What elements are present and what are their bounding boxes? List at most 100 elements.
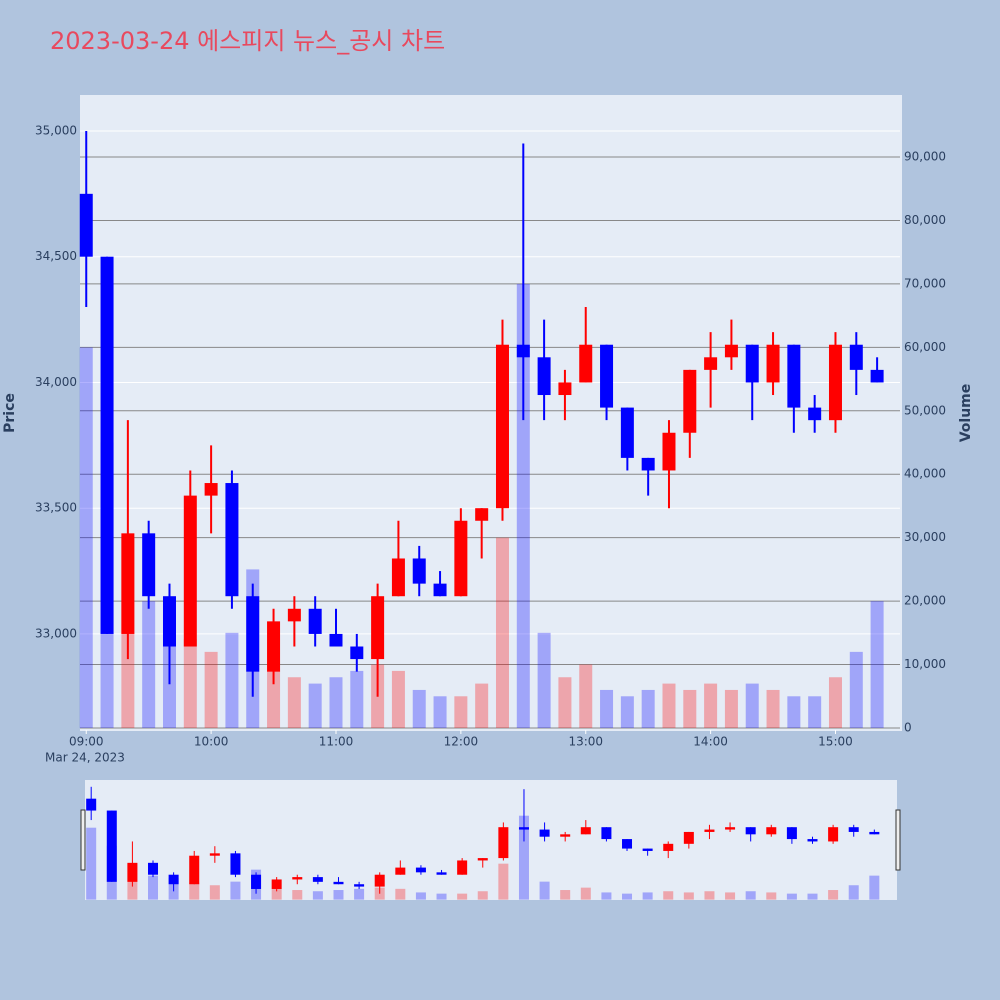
volume-bar — [225, 632, 239, 729]
candle-body — [121, 533, 135, 634]
candle-body — [828, 344, 842, 421]
volume-bar — [683, 892, 694, 900]
y-tick-label: 34,500 — [35, 249, 77, 263]
volume-bar — [848, 885, 859, 900]
y-axis-title: Price — [2, 393, 18, 433]
candle-body — [329, 633, 343, 647]
volume-bar — [86, 827, 97, 900]
candle-body — [766, 344, 780, 383]
volume-bar — [600, 689, 614, 729]
volume-bar — [209, 885, 220, 900]
candle-body — [642, 848, 653, 851]
candle-body — [807, 839, 818, 842]
candle-body — [292, 877, 303, 880]
volume-bar — [724, 689, 738, 729]
volume-bar — [558, 677, 572, 729]
y2-tick-label: 50,000 — [904, 403, 946, 417]
x-tick-label: 12:00 — [444, 735, 479, 749]
candle-body — [127, 862, 138, 882]
x-tick-label: 09:00 — [69, 735, 104, 749]
volume-bar — [662, 683, 676, 729]
candle-body — [395, 867, 406, 875]
volume-bar — [704, 891, 715, 900]
volume-bar — [433, 696, 447, 729]
volume-bar — [271, 888, 282, 900]
volume-bar — [807, 893, 818, 900]
range-slider[interactable] — [85, 780, 897, 900]
y2-tick-label: 80,000 — [904, 213, 946, 227]
plot-area — [80, 95, 902, 731]
candle-body — [371, 596, 385, 660]
candle-body — [724, 344, 738, 358]
volume-bar — [828, 890, 839, 900]
volume-bar — [620, 696, 634, 729]
volume-bar — [518, 815, 529, 900]
candle-body — [662, 432, 676, 471]
volume-bar — [415, 892, 426, 900]
volume-bar — [204, 651, 218, 729]
y2-tick-label: 40,000 — [904, 467, 946, 481]
candle-body — [518, 827, 529, 830]
candle-body — [620, 407, 634, 458]
volume-bar — [745, 683, 759, 729]
x-tick-label: 15:00 — [818, 735, 853, 749]
volume-bar — [786, 893, 797, 900]
volume-bar — [601, 892, 612, 900]
candle-body — [412, 558, 426, 584]
volume-bar — [579, 664, 593, 729]
volume-bar — [454, 696, 468, 729]
candle-body — [308, 608, 322, 634]
candle-body — [225, 483, 239, 597]
y2-tick-label: 0 — [904, 721, 912, 735]
volume-bar — [725, 892, 736, 900]
candle-body — [600, 344, 614, 408]
volume-bar — [663, 891, 674, 900]
y-tick-label: 33,500 — [35, 501, 77, 515]
candle-body — [539, 829, 550, 837]
candle-body — [415, 867, 426, 873]
volume-bar — [495, 537, 509, 729]
candle-body — [475, 508, 489, 521]
volume-bar — [395, 888, 406, 900]
candle-body — [168, 874, 179, 885]
volume-bar — [516, 283, 530, 729]
candle-body — [537, 357, 551, 396]
candle-body — [808, 407, 822, 421]
volume-bar — [333, 890, 344, 900]
candle-body — [766, 827, 777, 835]
candle-body — [786, 827, 797, 840]
volume-bar — [436, 893, 447, 900]
volume-bar — [412, 689, 426, 729]
candle-body — [704, 357, 718, 370]
candle-body — [142, 533, 156, 597]
candle-body — [79, 193, 93, 257]
volume-bar — [292, 890, 303, 900]
candle-body — [498, 827, 509, 859]
candle-body — [787, 344, 801, 408]
y2-tick-label: 90,000 — [904, 150, 946, 164]
candle-body — [745, 344, 759, 383]
volume-bar — [642, 892, 653, 900]
y2-tick-label: 20,000 — [904, 594, 946, 608]
volume-bar — [267, 670, 281, 729]
candle-body — [374, 874, 385, 887]
y2-tick-label: 60,000 — [904, 340, 946, 354]
volume-bar — [870, 601, 884, 729]
candle-body — [725, 827, 736, 830]
candle-body — [333, 881, 344, 885]
candle-body — [683, 831, 694, 844]
candle-body — [870, 369, 884, 383]
candle-body — [828, 827, 839, 842]
candle-body — [641, 457, 655, 471]
volume-bar — [148, 875, 159, 900]
volume-bar — [230, 881, 241, 900]
volume-bar — [745, 891, 756, 900]
range-handle-right[interactable] — [895, 809, 901, 871]
candle-body — [622, 839, 633, 849]
candle-body — [579, 344, 593, 383]
y2-tick-label: 10,000 — [904, 657, 946, 671]
candle-body — [287, 608, 301, 622]
volume-bar — [537, 632, 551, 729]
range-handle-left[interactable] — [80, 809, 86, 871]
candle-body — [162, 596, 176, 647]
